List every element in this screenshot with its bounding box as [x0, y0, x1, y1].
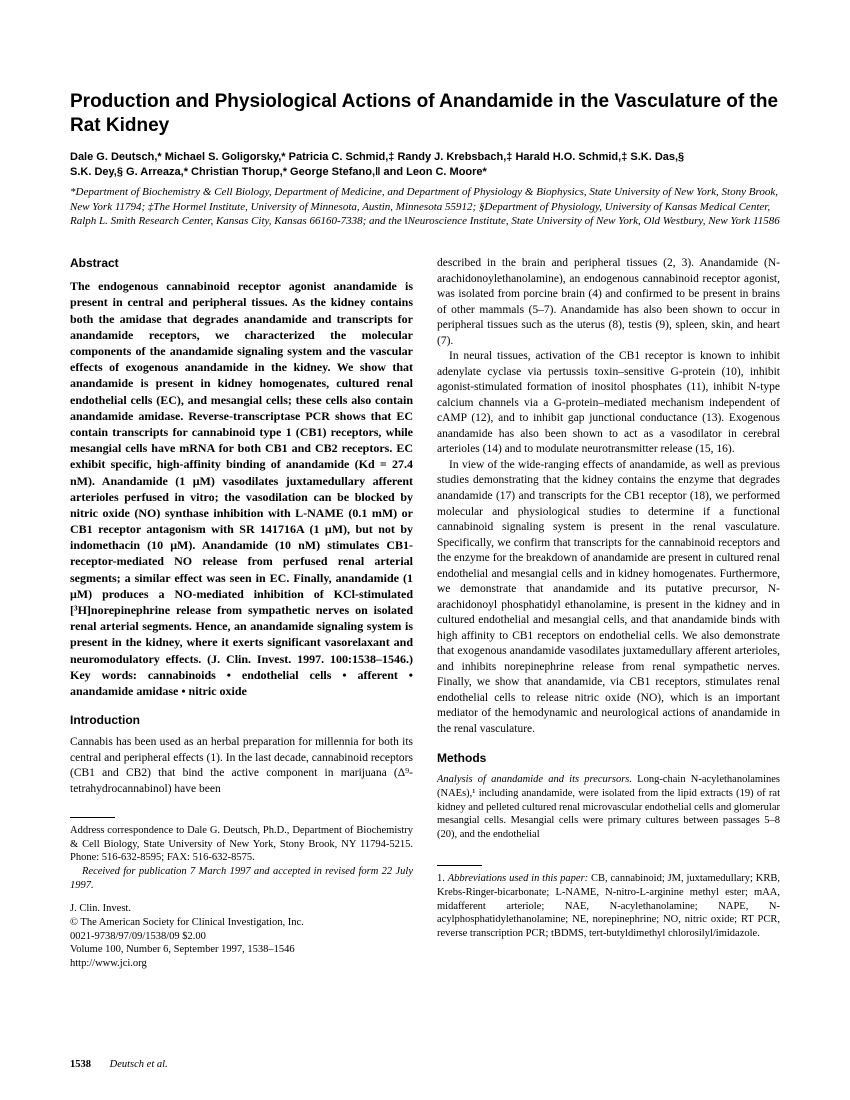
body-para-2: In neural tissues, activation of the CB1…	[437, 349, 780, 458]
correspondence-block: Address correspondence to Dale G. Deutsc…	[70, 824, 413, 892]
body-para-3: In view of the wide-ranging effects of a…	[437, 458, 780, 737]
methods-para-1: Analysis of anandamide and its precursor…	[437, 773, 780, 841]
two-column-body: Abstract The endogenous cannabinoid rece…	[70, 256, 780, 1026]
page-number: 1538	[70, 1059, 91, 1070]
authors-line-1: Dale G. Deutsch,* Michael S. Goligorsky,…	[70, 151, 684, 163]
issn-line: 0021-9738/97/09/1538/09 $2.00	[70, 930, 413, 944]
body-continued: described in the brain and peripheral ti…	[437, 256, 780, 737]
footnote-lead: 1. Abbreviations used in this paper:	[437, 873, 588, 884]
journal-name: J. Clin. Invest.	[70, 902, 413, 916]
authors: Dale G. Deutsch,* Michael S. Goligorsky,…	[70, 150, 780, 182]
volume-line: Volume 100, Number 6, September 1997, 15…	[70, 943, 413, 957]
affiliations: *Department of Biochemistry & Cell Biolo…	[70, 185, 780, 228]
correspondence-text: Address correspondence to Dale G. Deutsc…	[70, 824, 413, 865]
introduction-heading: Introduction	[70, 713, 413, 727]
journal-info: J. Clin. Invest. © The American Society …	[70, 902, 413, 970]
body-para-cont: described in the brain and peripheral ti…	[437, 256, 780, 349]
copyright-line: © The American Society for Clinical Inve…	[70, 916, 413, 930]
correspondence-rule	[70, 817, 115, 818]
abstract-heading: Abstract	[70, 256, 413, 270]
footnote-rule	[437, 865, 482, 866]
article-title: Production and Physiological Actions of …	[70, 90, 780, 138]
page-footer: 1538 Deutsch et al.	[70, 1059, 168, 1070]
footer-authors: Deutsch et al.	[110, 1059, 168, 1070]
authors-line-2: S.K. Dey,§ G. Arreaza,* Christian Thorup…	[70, 166, 487, 178]
abbreviations-footnote: 1. Abbreviations used in this paper: CB,…	[437, 872, 780, 940]
url-line: http://www.jci.org	[70, 957, 413, 971]
received-text: Received for publication 7 March 1997 an…	[70, 865, 413, 892]
abstract-text: The endogenous cannabinoid receptor agon…	[70, 278, 413, 699]
intro-paragraph-1: Cannabis has been used as an herbal prep…	[70, 735, 413, 797]
methods-heading: Methods	[437, 751, 780, 765]
methods-lead: Analysis of anandamide and its precursor…	[437, 774, 632, 785]
